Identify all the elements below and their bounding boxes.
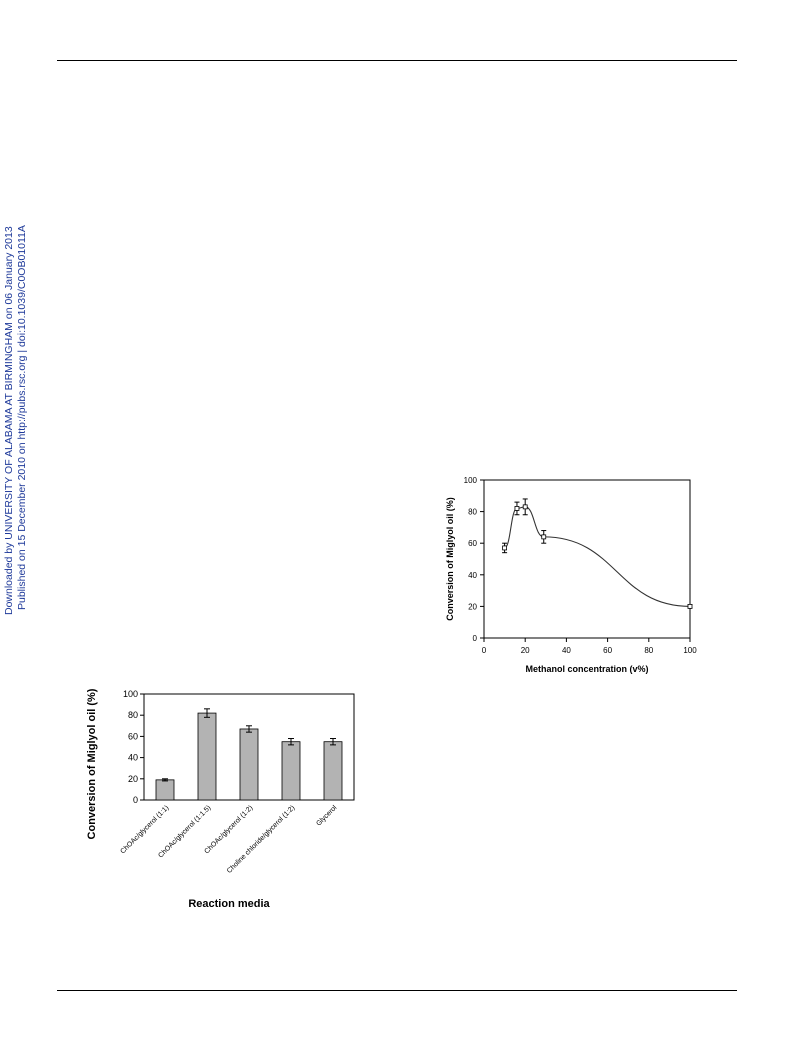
watermark-svg: Downloaded by UNIVERSITY OF ALABAMA AT B…	[3, 225, 28, 615]
download-watermark: Downloaded by UNIVERSITY OF ALABAMA AT B…	[0, 0, 40, 1039]
x-tick-label: 60	[603, 646, 612, 655]
data-point	[522, 504, 528, 510]
watermark-line-1: Downloaded by UNIVERSITY OF ALABAMA AT B…	[3, 226, 15, 615]
bar	[155, 779, 175, 801]
y-tick-label: 0	[473, 634, 478, 643]
bar	[239, 728, 259, 801]
data-point	[514, 506, 520, 511]
y-axis-label: Conversion of Miglyol oil (%)	[445, 497, 455, 621]
x-tick-label: 20	[521, 646, 530, 655]
bar-chart-svg: 0 20 40 60 80 100 ChOAc/glycerol (1:1) ChOAc/gl…	[86, 688, 355, 910]
y-tick-label: 60	[468, 539, 477, 548]
x-tick-label: 0	[482, 646, 487, 655]
reaction-media-chart: 0 20 40 60 80 100 ChOAc/glycerol (1:1) ChOAc/gl…	[78, 680, 368, 920]
category-label: Choline chloride/glycerol (1:2)	[226, 804, 296, 874]
line-chart-svg: 0 20 40 60 80 100 0 20 40 60 80 100 Methanol concent…	[445, 476, 697, 674]
y-tick-label: 80	[128, 710, 138, 720]
y-tick-label: 40	[468, 571, 477, 580]
methanol-concentration-chart: 0 20 40 60 80 100 0 20 40 60 80 100 Methanol concent…	[440, 470, 710, 685]
category-label: Glycerol	[315, 804, 338, 827]
header-rule	[57, 60, 737, 61]
x-axis-label: Reaction media	[188, 898, 270, 910]
y-tick-label: 0	[133, 795, 138, 805]
data-point	[502, 545, 507, 551]
x-axis-label: Methanol concentration (v%)	[525, 664, 648, 674]
watermark-line-2: Published on 15 December 2010 on http://…	[16, 225, 28, 610]
y-tick-label: 100	[123, 689, 138, 699]
bar	[323, 741, 343, 801]
y-tick-label: 20	[468, 602, 477, 611]
category-label: ChOAc/glycerol (1:2)	[204, 804, 255, 855]
x-tick-label: 100	[683, 646, 697, 655]
y-tick-label: 60	[128, 731, 138, 741]
y-axis-label: Conversion of Miglyol oil (%)	[86, 688, 98, 839]
y-tick-label: 20	[128, 774, 138, 784]
y-tick-label: 40	[128, 753, 138, 763]
bar	[281, 741, 301, 801]
x-tick-label: 40	[562, 646, 571, 655]
category-label: ChOAc/glycerol (1:1)	[120, 804, 171, 855]
series-line	[504, 506, 691, 607]
x-tick-label: 80	[644, 646, 653, 655]
bar	[197, 712, 217, 801]
y-tick-label: 80	[468, 508, 477, 517]
data-point	[541, 534, 547, 540]
y-tick-label: 100	[464, 476, 478, 485]
data-point	[687, 603, 693, 609]
footer-rule	[57, 990, 737, 991]
plot-frame	[483, 479, 691, 639]
